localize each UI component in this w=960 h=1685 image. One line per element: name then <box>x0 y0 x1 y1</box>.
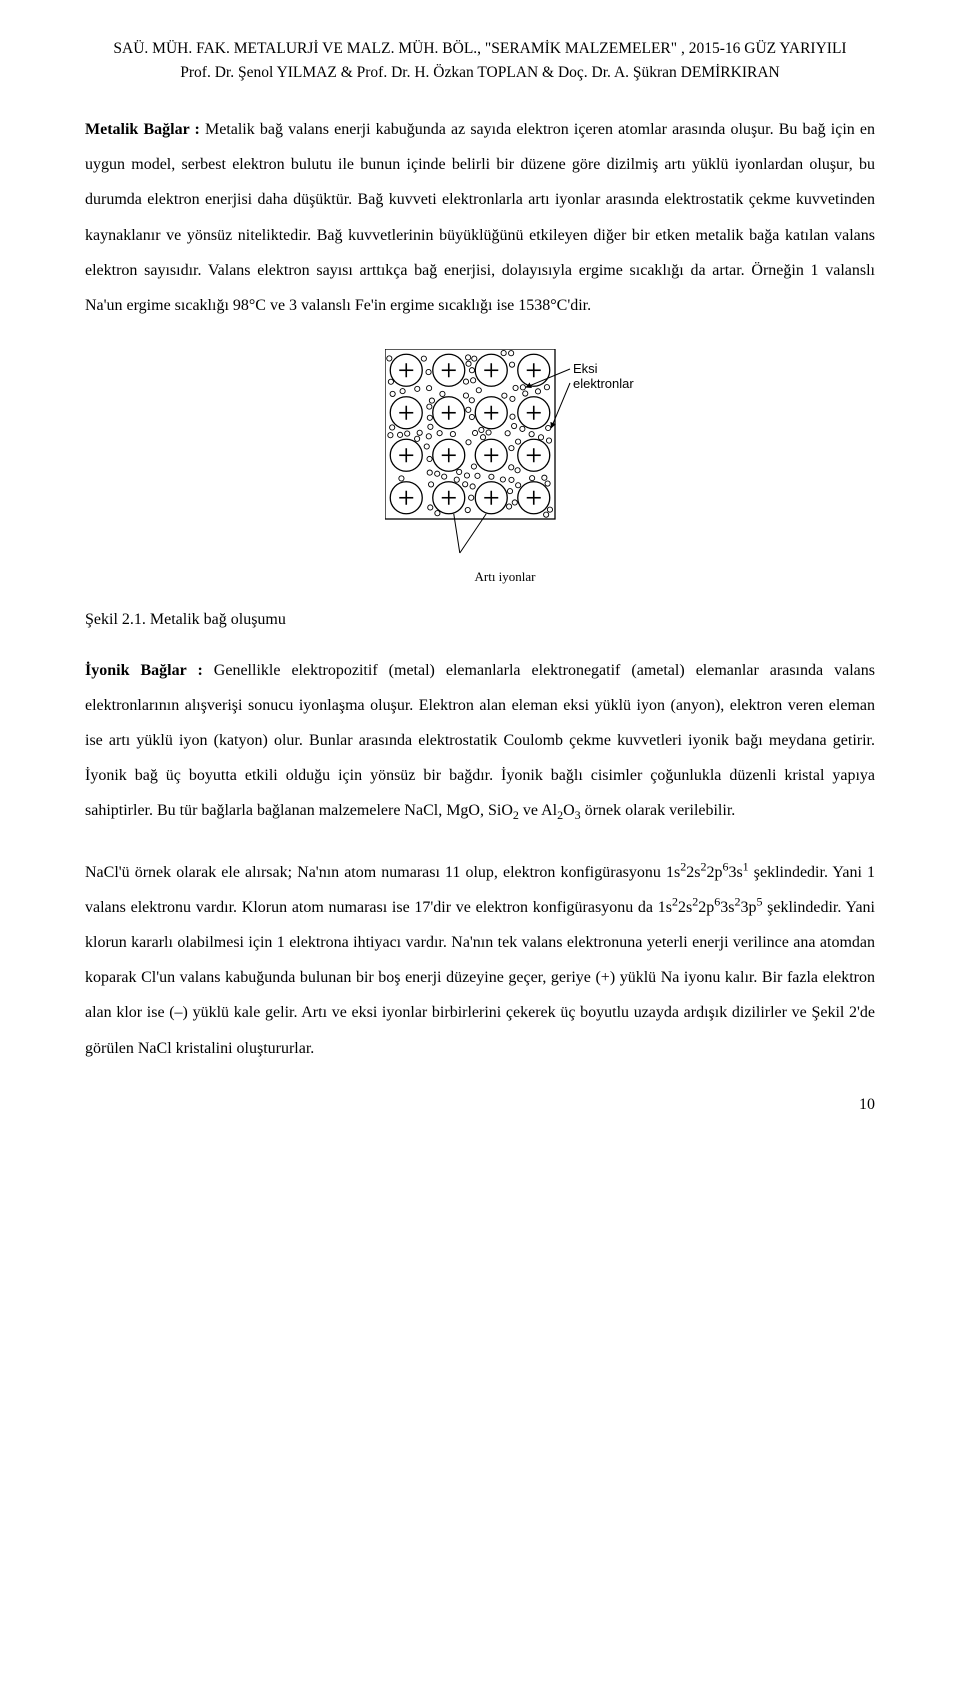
page-number: 10 <box>85 1096 875 1114</box>
label-sep-2: : <box>186 662 213 679</box>
metallic-bond-diagram: Eksielektronlar <box>85 349 875 559</box>
label-metalik: Metalik Bağlar <box>85 121 189 138</box>
label-iyonik: İyonik Bağlar <box>85 662 186 679</box>
svg-text:elektronlar: elektronlar <box>573 376 634 391</box>
header-line-2: Prof. Dr. Şenol YILMAZ & Prof. Dr. H. Öz… <box>85 64 875 82</box>
figure-caption: Şekil 2.1. Metalik bağ oluşumu <box>85 607 875 633</box>
label-arti-iyonlar: Artı iyonlar <box>135 569 875 585</box>
metallic-bond-svg: Eksielektronlar <box>385 349 695 559</box>
paragraph-metalik-baglar: Metalik Bağlar : Metalik bağ valans ener… <box>85 112 875 323</box>
paragraph-nacl-example: NaCl'ü örnek olarak ele alırsak; Na'nın … <box>85 855 875 1066</box>
text-metalik: Metalik bağ valans enerji kabuğunda az s… <box>85 121 875 314</box>
text-iyonik: Genellikle elektropozitif (metal) eleman… <box>85 662 875 820</box>
label-sep-1: : <box>189 121 205 138</box>
svg-text:Eksi: Eksi <box>573 361 598 376</box>
paragraph-iyonik-baglar: İyonik Bağlar : Genellikle elektropoziti… <box>85 653 875 829</box>
header-line-1: SAÜ. MÜH. FAK. METALURJİ VE MALZ. MÜH. B… <box>85 40 875 58</box>
